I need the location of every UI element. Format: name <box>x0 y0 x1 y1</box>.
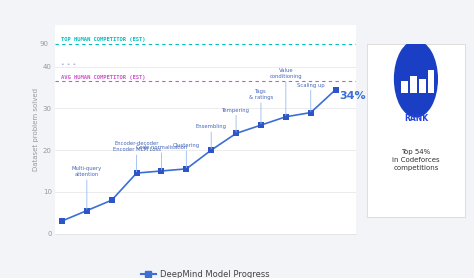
Y-axis label: Dataset problem solved: Dataset problem solved <box>33 88 38 171</box>
Point <box>83 208 91 213</box>
Text: 34%: 34% <box>339 91 366 101</box>
Text: Clustering: Clustering <box>173 143 200 168</box>
Point <box>108 198 116 202</box>
Text: RANK: RANK <box>404 114 428 123</box>
Circle shape <box>394 41 438 117</box>
Text: AVG HUMAN COMPETITOR (EST): AVG HUMAN COMPETITOR (EST) <box>61 75 145 80</box>
Point <box>182 167 190 171</box>
Text: 90: 90 <box>39 41 48 47</box>
Text: Tags
& ratings: Tags & ratings <box>249 89 273 124</box>
Text: Code normalisation: Code normalisation <box>136 145 187 170</box>
Text: Value
conditioning: Value conditioning <box>270 68 302 116</box>
Point <box>307 110 315 115</box>
Text: • • •: • • • <box>61 62 76 67</box>
FancyBboxPatch shape <box>419 79 426 93</box>
Text: Multi-query
attention: Multi-query attention <box>72 167 102 209</box>
Point <box>208 148 215 152</box>
Point <box>133 171 140 175</box>
FancyBboxPatch shape <box>401 81 408 93</box>
Text: Encoder-decoder
Encoder MLM Loss: Encoder-decoder Encoder MLM Loss <box>113 142 161 172</box>
Point <box>332 87 339 92</box>
Text: Top 54%
in Codeforces
competitions: Top 54% in Codeforces competitions <box>392 149 440 171</box>
Text: Tempering: Tempering <box>222 108 250 132</box>
FancyBboxPatch shape <box>428 70 434 93</box>
Point <box>282 115 290 119</box>
Point <box>58 219 66 223</box>
Legend: DeepMind Model Progress: DeepMind Model Progress <box>137 267 273 278</box>
Point <box>257 123 265 127</box>
Point <box>158 169 165 173</box>
Text: Ensembling: Ensembling <box>196 124 227 149</box>
Text: TOP HUMAN COMPETITOR (EST): TOP HUMAN COMPETITOR (EST) <box>61 37 145 42</box>
Point <box>232 131 240 136</box>
Text: Scaling up: Scaling up <box>297 83 325 111</box>
FancyBboxPatch shape <box>410 76 417 93</box>
